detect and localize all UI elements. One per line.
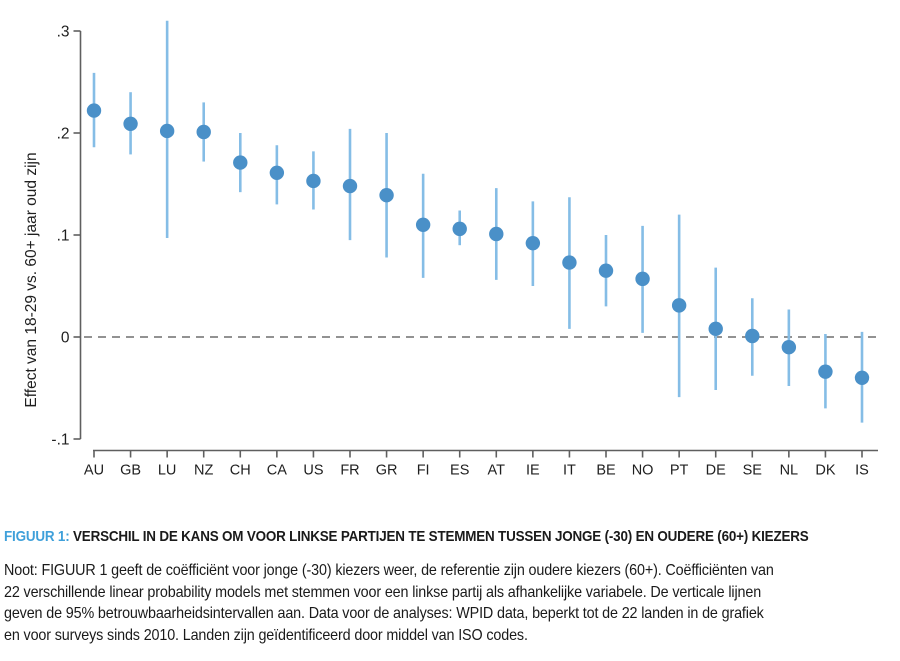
coefficient-point-DK (818, 364, 833, 379)
x-tick-label-CH: CH (230, 463, 251, 479)
y-tick-label: .3 (57, 24, 70, 41)
coefficient-point-GR (379, 188, 394, 203)
y-tick-label: 0 (61, 330, 70, 347)
x-tick-label-ES: ES (450, 463, 469, 479)
coefficient-point-NO (635, 271, 650, 287)
figure-title: VERSCHIL IN DE KANS OM VOOR LINKSE PARTI… (69, 529, 809, 545)
x-tick-label-GB: GB (120, 463, 141, 479)
coefficient-point-LU (159, 123, 175, 139)
note-line: Noot: FIGUUR 1 geeft de coëfficiënt voor… (4, 562, 774, 579)
coefficient-point-US (306, 173, 321, 189)
x-tick-label-SE: SE (743, 463, 763, 479)
y-tick-label: -.1 (51, 432, 69, 449)
coefficient-point-AT (489, 226, 504, 242)
coefficient-point-GB (123, 116, 138, 132)
note-line: geven de 95% betrouwbaarheidsintervallen… (4, 605, 764, 622)
y-tick-label: .1 (57, 228, 70, 245)
coefficient-point-FI (415, 217, 431, 232)
coefficient-point-IE (525, 235, 541, 251)
coefficient-point-CA (269, 165, 285, 180)
y-axis-title: Effect van 18-29 vs. 60+ jaar oud zijn (23, 152, 40, 407)
x-tick-label-NL: NL (780, 463, 799, 479)
x-tick-label-PT: PT (670, 463, 689, 479)
x-tick-label-AT: AT (488, 463, 506, 479)
x-tick-label-NO: NO (632, 463, 654, 479)
coefficient-point-IS (854, 370, 870, 385)
figure-caption: FIGUUR 1: VERSCHIL IN DE KANS OM VOOR LI… (4, 529, 900, 545)
x-tick-label-IT: IT (563, 463, 576, 479)
note-line: 22 verschillende linear probability mode… (4, 583, 762, 601)
coefficient-point-BE (598, 263, 614, 278)
x-tick-label-IE: IE (526, 463, 540, 479)
coefficient-point-PT (671, 298, 687, 313)
coefficient-chart: .3 .2 .1 0 -.1 Effect van 18-29 vs. 60+ jaar … (23, 20, 878, 479)
x-tick-label-DK: DK (815, 463, 835, 479)
x-tick-label-LU: LU (158, 463, 177, 479)
note-line: en voor surveys sinds 2010. Landen zijn … (4, 626, 528, 644)
coefficient-point-IT (562, 255, 577, 270)
coefficient-point-DE (708, 321, 723, 337)
x-tick-label-CA: CA (267, 463, 287, 479)
figure-note: Noot: FIGUUR 1 geeft de coëfficiënt voor… (4, 560, 900, 646)
coefficient-point-AU (86, 103, 102, 118)
x-tick-label-FI: FI (417, 463, 430, 479)
x-tick-label-NZ: NZ (194, 463, 213, 479)
x-tick-label-US: US (303, 463, 323, 479)
y-tick-label: .2 (57, 126, 70, 143)
coefficient-point-NZ (196, 124, 211, 140)
coefficient-point-CH (233, 155, 248, 170)
x-tick-label-BE: BE (596, 463, 616, 479)
x-tick-label-DE: DE (706, 463, 726, 479)
figure-number-label: FIGUUR 1: (4, 529, 70, 545)
x-tick-label-AU: AU (84, 463, 104, 479)
coefficient-point-SE (745, 328, 760, 344)
x-tick-label-GR: GR (376, 463, 398, 479)
coefficient-point-ES (452, 221, 467, 237)
coefficient-point-FR (342, 178, 358, 194)
x-tick-label-FR: FR (340, 463, 359, 479)
coefficient-point-NL (781, 340, 797, 355)
x-tick-label-IS: IS (855, 463, 869, 479)
coefficient-chart-svg: .3 .2 .1 0 -.1 Effect van 18-29 vs. 60+ jaar … (23, 20, 878, 479)
